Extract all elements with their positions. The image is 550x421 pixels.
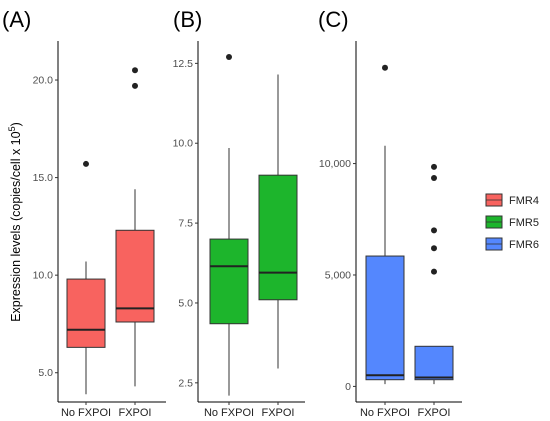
legend-item-fmr4: FMR4	[485, 193, 539, 207]
legend-item-fmr6: FMR6	[485, 237, 539, 251]
box-no-fxpoi	[365, 64, 405, 385]
box-fxpoi	[115, 67, 155, 387]
box-no-fxpoi	[66, 160, 106, 395]
box-body	[258, 174, 298, 301]
y-tick-label: 5.0	[178, 297, 193, 309]
panels: (A) 5.0 10.0 15.0 20.0 No FXPOI FXPOI (B) 2.5 5.0…	[2, 7, 462, 419]
y-tick-label: 10.0	[33, 270, 54, 282]
y-tick-label: 7.5	[178, 218, 193, 230]
box-body	[115, 229, 155, 323]
y-tick-label: 5,000	[325, 269, 351, 281]
y-tick-label: 0	[345, 381, 351, 393]
y-axis-label: Expression levels (copies/cell x 105)	[7, 122, 23, 322]
y-axis-label-main: Expression levels (copies/cell x 10	[9, 131, 23, 321]
panel-label: (A)	[2, 7, 31, 32]
outlier-point	[226, 53, 232, 60]
y-axis-label-superscript: 5	[7, 126, 17, 131]
y-tick-label: 10,000	[319, 158, 351, 170]
y-tick-label: 2.5	[178, 377, 193, 389]
x-tick-label: No FXPOI	[204, 407, 254, 419]
panel-fmr5: (B) 2.5 5.0 7.5 10.0 12.5 No FXPOI FXPOI	[173, 7, 305, 419]
box-body	[209, 238, 249, 325]
x-tick-label: No FXPOI	[61, 407, 111, 419]
panel-label: (C)	[318, 7, 349, 32]
y-tick-label: 12.5	[173, 58, 194, 70]
box-fxpoi	[414, 163, 454, 385]
legend-label: FMR6	[509, 239, 539, 251]
box-body	[414, 345, 454, 381]
outlier-point	[431, 245, 437, 252]
y-tick-label: 10.0	[173, 138, 194, 150]
legend-label: FMR5	[509, 217, 539, 229]
y-tick-label: 20.0	[33, 75, 54, 87]
box-body	[66, 278, 106, 348]
panel-fmr6: (C) 0 5,000 10,000 No FXPOI FXPOI	[318, 7, 462, 419]
box-body	[365, 255, 405, 381]
outlier-point	[132, 82, 138, 89]
outlier-point	[132, 67, 138, 74]
outlier-point	[431, 175, 437, 182]
panel-label: (B)	[173, 7, 202, 32]
outlier-point	[431, 268, 437, 275]
legend-item-fmr5: FMR5	[485, 215, 539, 229]
outlier-point	[431, 227, 437, 234]
box-fxpoi	[258, 74, 298, 369]
legend: FMR4 FMR5 FMR6	[485, 193, 539, 251]
x-tick-label: FXPOI	[261, 407, 294, 419]
y-tick-label: 15.0	[33, 172, 54, 184]
box-no-fxpoi	[209, 53, 249, 396]
y-tick-label: 5.0	[38, 367, 53, 379]
legend-label: FMR4	[509, 195, 539, 207]
outlier-point	[431, 163, 437, 170]
panel-fmr4: (A) 5.0 10.0 15.0 20.0 No FXPOI FXPOI	[2, 7, 166, 419]
x-tick-label: FXPOI	[417, 407, 450, 419]
y-axis-label-end: )	[9, 122, 23, 126]
x-tick-label: No FXPOI	[360, 407, 410, 419]
outlier-point	[83, 160, 89, 167]
outlier-point	[382, 64, 388, 71]
x-tick-label: FXPOI	[118, 407, 151, 419]
